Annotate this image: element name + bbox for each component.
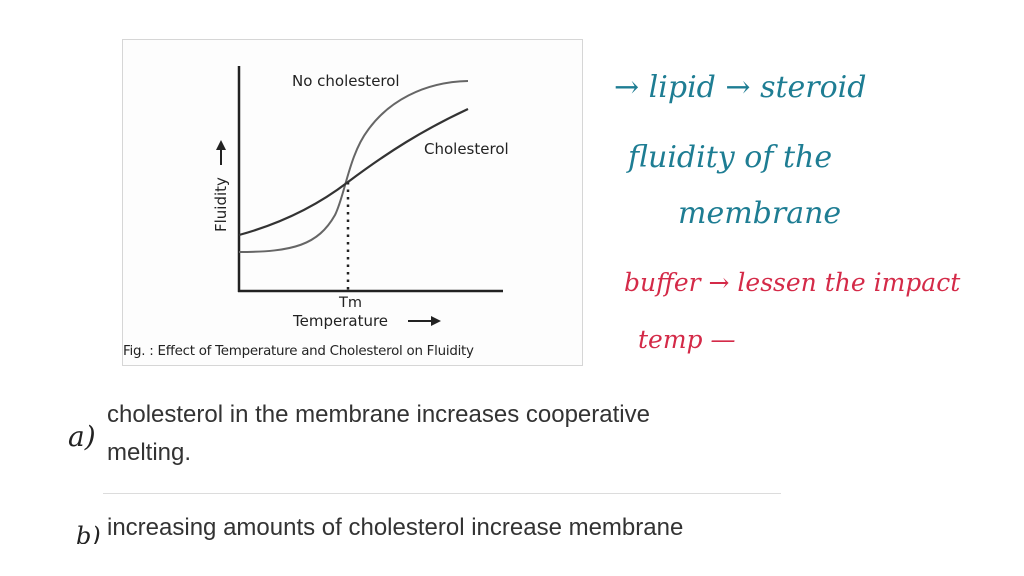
note-fluidity-of-the: fluidity of the [628,140,833,175]
tm-tick-label: Tm [338,295,362,311]
cholesterol-label: Cholesterol [424,140,509,158]
option-a-line2: melting. [107,439,192,466]
x-axis-arrow-icon [408,316,441,326]
option-b-marker: b) [76,522,101,544]
option-b-line1: increasing amounts of cholesterol increa… [107,514,684,541]
note-buffer: buffer → lessen the impact [624,268,961,297]
options-divider [103,493,781,494]
option-b[interactable]: increasing amounts of cholesterol increa… [107,509,683,547]
fluidity-chart: No cholesterol Cholesterol Tm Temperatur… [212,66,509,330]
no-cholesterol-label: No cholesterol [292,72,400,90]
option-a-line1: cholesterol in the membrane increases co… [107,401,650,428]
fluidity-figure: No cholesterol Cholesterol Tm Temperatur… [122,39,583,366]
note-membrane: membrane [678,196,842,231]
y-axis-arrow-icon [216,140,226,165]
x-axis-label: Temperature [292,312,388,330]
y-axis-label: Fluidity [212,177,230,232]
note-lipid-steroid: → lipid → steroid [614,70,867,105]
cholesterol-curve [238,108,469,237]
option-a-marker: a) [68,420,96,453]
no-cholesterol-curve [238,80,469,253]
note-temp: temp — [638,325,736,354]
option-a[interactable]: cholesterol in the membrane increases co… [107,396,650,472]
figure-caption: Fig. : Effect of Temperature and Cholest… [123,344,474,359]
